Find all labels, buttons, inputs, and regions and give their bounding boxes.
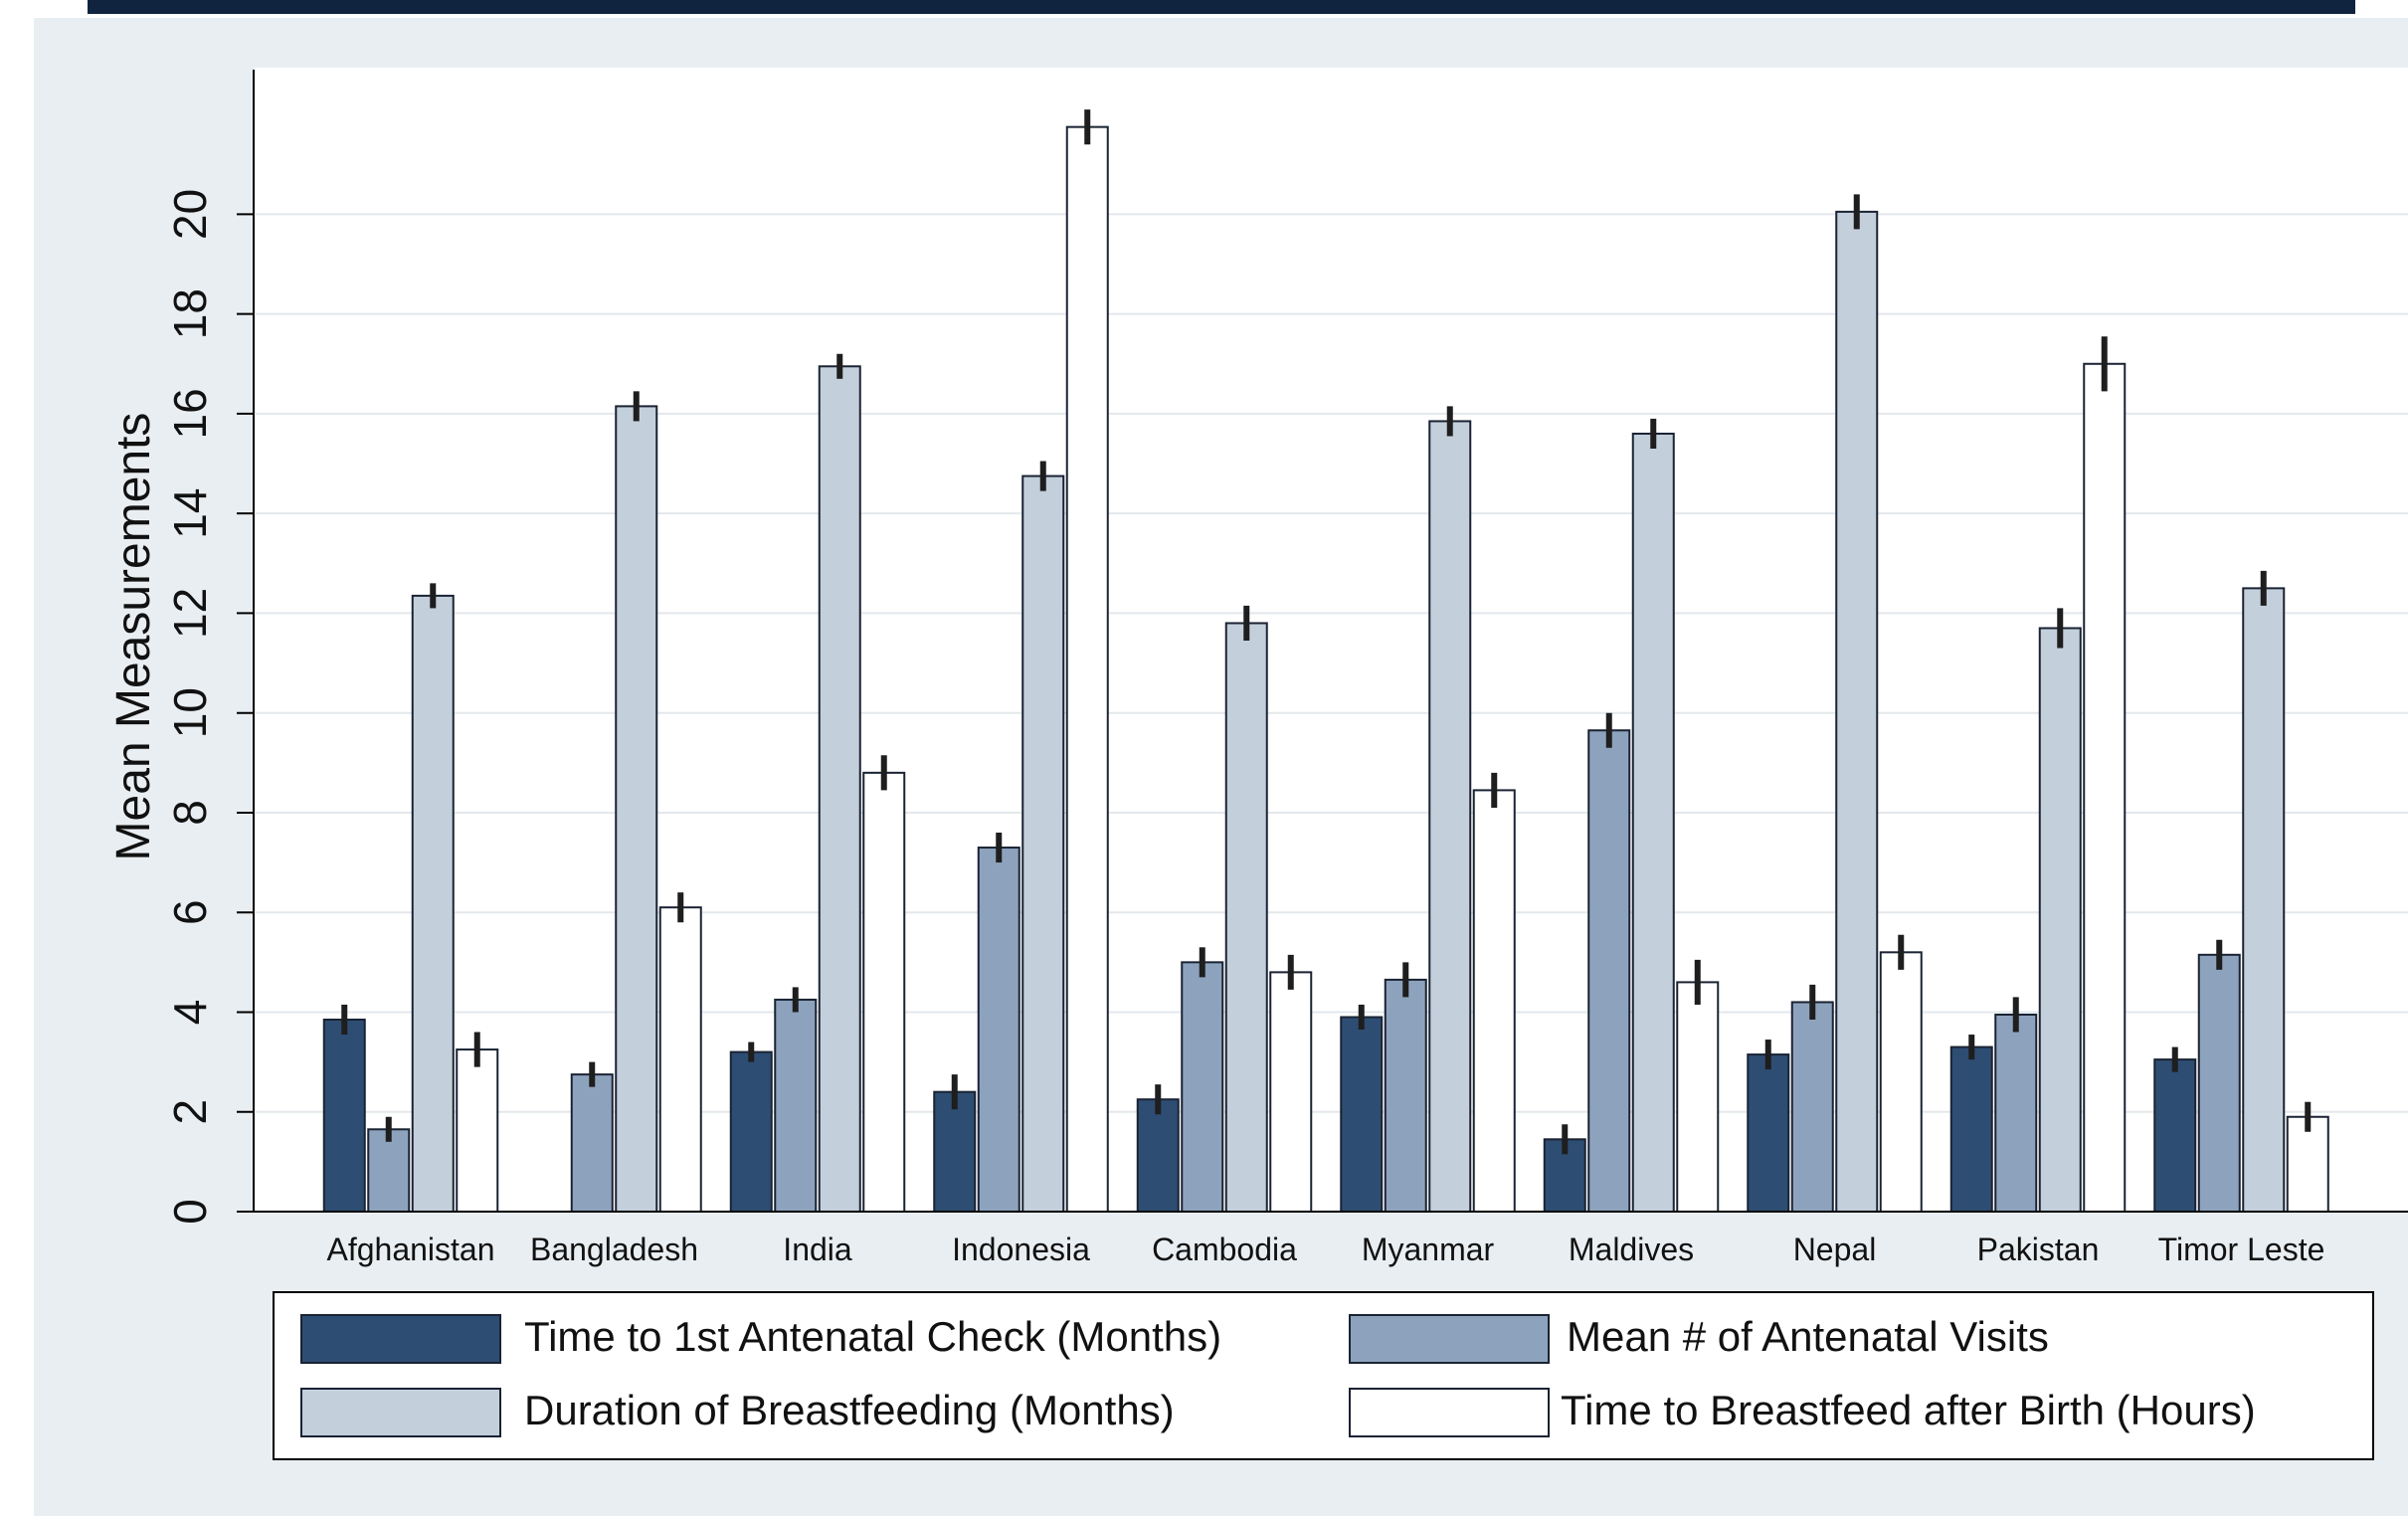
legend: Time to 1st Antenatal Check (Months) Mean…	[273, 1291, 2374, 1460]
x-tick-label: Maldives	[1569, 1232, 1694, 1267]
x-tick-label: Myanmar	[1362, 1232, 1495, 1267]
bar	[1428, 420, 1472, 1213]
bar	[1949, 1045, 1993, 1213]
bar	[933, 1090, 977, 1213]
bar	[1136, 1098, 1180, 1213]
legend-items: Time to 1st Antenatal Check (Months) Mean…	[300, 1313, 2256, 1437]
bar	[1021, 474, 1065, 1213]
bar	[2083, 362, 2127, 1213]
bar	[1065, 125, 1109, 1214]
y-tick-label: 18	[164, 288, 216, 339]
bar	[1879, 951, 1923, 1213]
bar	[322, 1018, 366, 1213]
legend-swatch	[300, 1314, 501, 1364]
legend-swatch	[1349, 1388, 1550, 1437]
bar	[1224, 622, 1268, 1213]
legend-swatch	[300, 1388, 501, 1437]
y-tick-label: 4	[164, 1000, 216, 1026]
y-ticks: 0 2 4 6 8 10 12 14 16 18 20	[164, 189, 254, 1225]
x-tick-label: Nepal	[1793, 1232, 1877, 1267]
bar	[818, 365, 861, 1213]
bar	[411, 594, 455, 1213]
bar	[1790, 1001, 1834, 1213]
bar	[1994, 1013, 2038, 1214]
bar	[774, 998, 818, 1213]
axes	[253, 70, 2408, 1213]
x-tick-label: Bangladesh	[530, 1232, 698, 1267]
error-bars	[341, 109, 2312, 1155]
y-tick-label: 20	[164, 189, 216, 240]
y-tick-label: 2	[164, 1099, 216, 1125]
legend-label: Time to 1st Antenatal Check (Months)	[524, 1313, 1221, 1360]
x-tick-label: Timor Leste	[2158, 1232, 2325, 1267]
bar	[658, 906, 702, 1213]
bar	[862, 771, 906, 1213]
bar	[729, 1050, 773, 1214]
bar	[1340, 1016, 1384, 1213]
x-tick-label: Pakistan	[1977, 1232, 2100, 1267]
y-tick-label: 14	[164, 488, 216, 539]
y-tick-label: 16	[164, 388, 216, 439]
legend-box	[273, 1291, 2374, 1460]
bar	[2242, 587, 2286, 1213]
y-tick-label: 6	[164, 899, 216, 925]
bar	[1472, 789, 1516, 1213]
bar	[1631, 432, 1675, 1213]
bar	[1384, 978, 1427, 1213]
bar	[977, 847, 1020, 1213]
x-tick-label: India	[783, 1232, 852, 1267]
bar	[1676, 981, 1720, 1214]
x-tick-label: Indonesia	[952, 1232, 1090, 1267]
legend-swatch	[1349, 1314, 1550, 1364]
bar	[456, 1048, 499, 1213]
bar	[1269, 971, 1313, 1213]
y-tick-label: 0	[164, 1199, 216, 1225]
bar	[1587, 729, 1631, 1213]
x-ticks: Afghanistan Bangladesh India Indonesia Cambo…	[326, 1232, 2324, 1267]
bar	[1835, 210, 1879, 1214]
x-tick-label: Cambodia	[1152, 1232, 1297, 1267]
y-axis-title: Mean Measurements	[107, 413, 160, 861]
x-tick-label: Afghanistan	[326, 1232, 494, 1267]
top-banner-bar	[88, 0, 2355, 14]
bar	[1181, 961, 1224, 1213]
y-tick-label: 12	[164, 588, 216, 639]
legend-label: Duration of Breastfeeding (Months)	[524, 1387, 1175, 1433]
bar	[2038, 627, 2082, 1213]
y-tick-label: 8	[164, 800, 216, 826]
bar	[570, 1073, 614, 1214]
bar	[1747, 1053, 1790, 1213]
legend-label: Mean # of Antenatal Visits	[1567, 1313, 2049, 1360]
bar	[2197, 953, 2241, 1213]
bar	[2153, 1058, 2197, 1214]
legend-label: Time to Breastfeed after Birth (Hours)	[1561, 1387, 2256, 1433]
y-tick-label: 10	[164, 687, 216, 738]
bar	[615, 405, 658, 1213]
